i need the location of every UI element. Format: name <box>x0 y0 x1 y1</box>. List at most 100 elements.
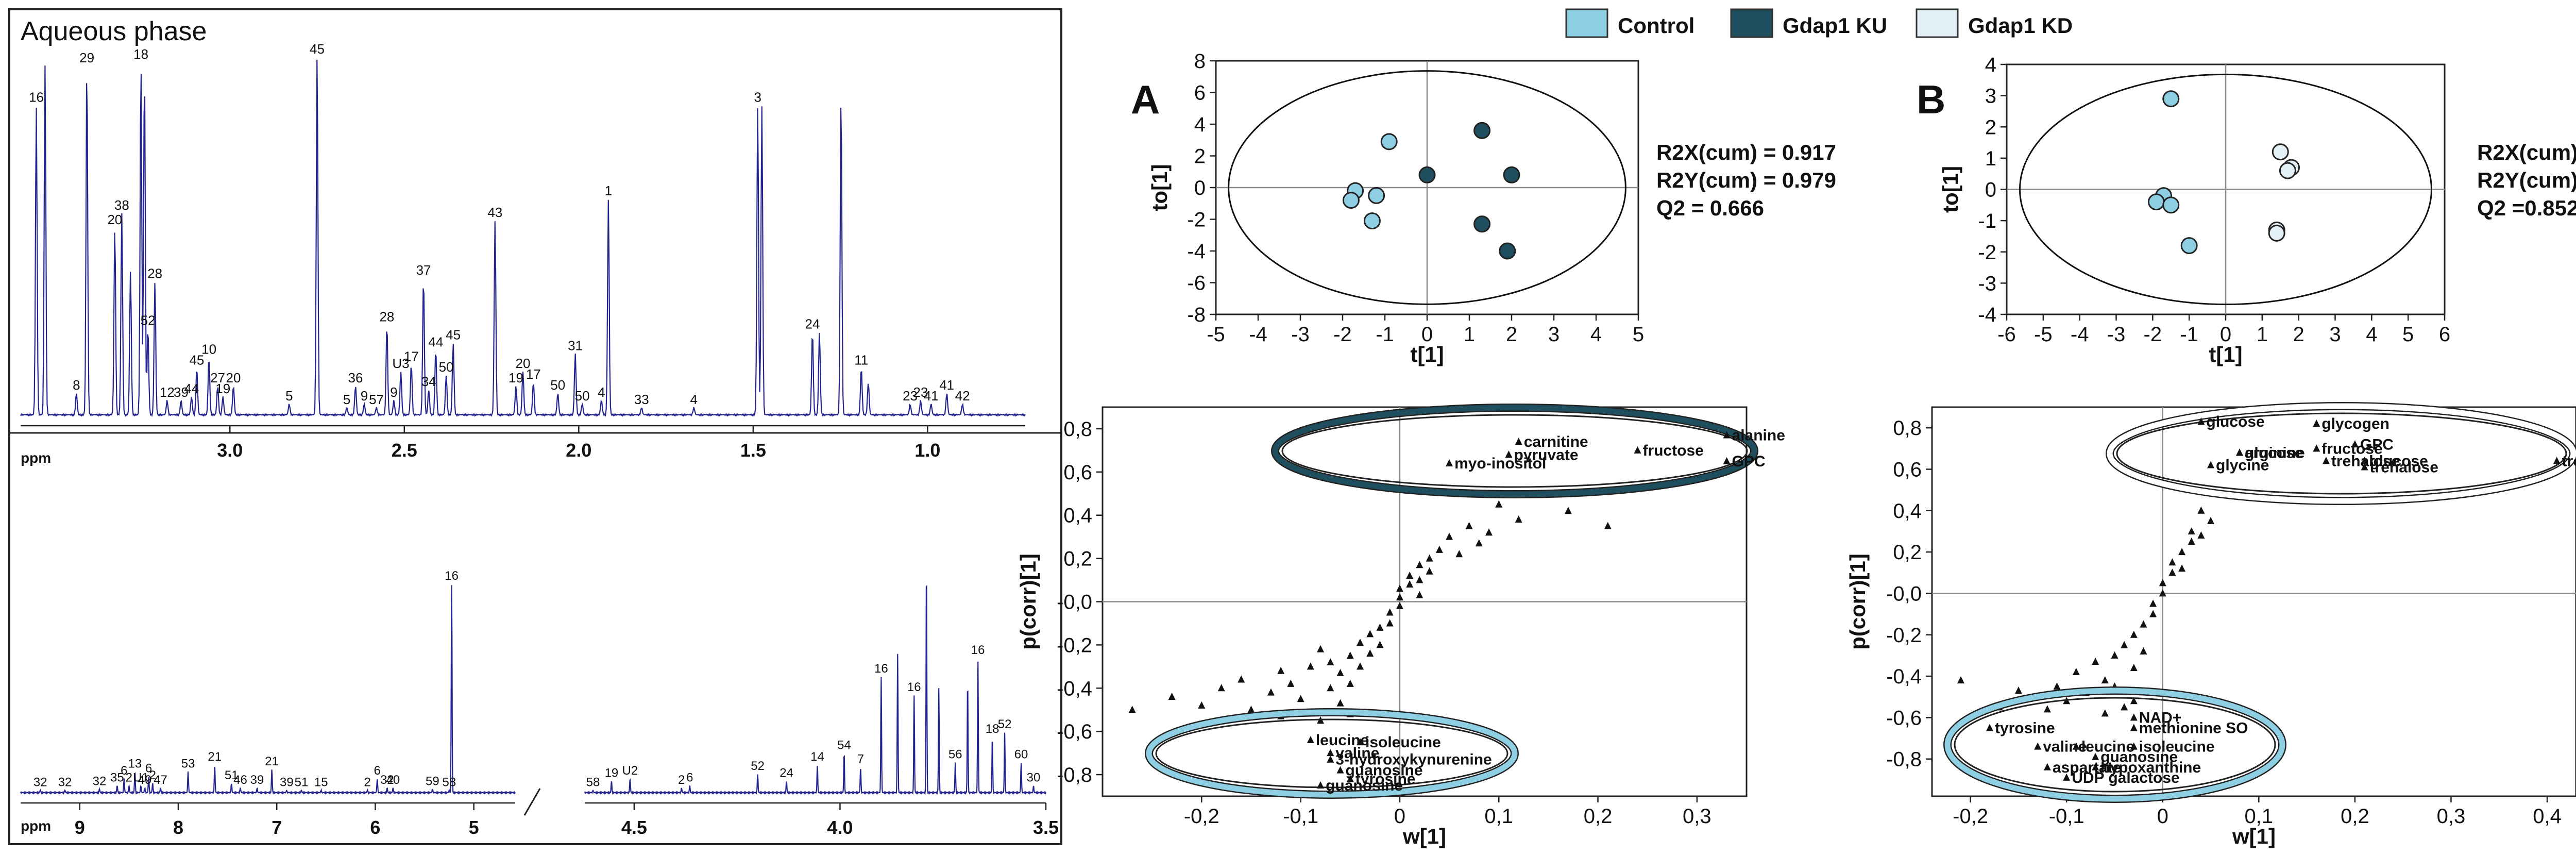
nmr-peak-label: 52 <box>141 312 156 328</box>
nmr-tick-label: 6 <box>370 817 380 838</box>
loading-point <box>1386 619 1394 627</box>
nmr-peak-label: 29 <box>79 50 94 65</box>
nmr-peak-label: 23 <box>913 384 928 400</box>
nmr-ppm-label: ppm <box>21 818 51 834</box>
nmr-peak-label: 27 <box>210 370 225 385</box>
nmr-peak-label: 32 <box>93 774 107 788</box>
y-tick-label: -0,4 <box>1057 677 1092 700</box>
nmr-peak-label: 28 <box>379 309 394 325</box>
nmr-peak-label: U3 <box>392 356 409 371</box>
nmr-peak-label: 19 <box>215 381 230 396</box>
loading-point <box>2130 630 2138 638</box>
y-tick-label: -3 <box>1978 272 1996 295</box>
metabolite-label: methionine SO <box>2139 719 2248 736</box>
metabolite-label: myo-inositol <box>1454 455 1546 472</box>
loading-point <box>1287 679 1295 687</box>
y-tick-label: 0,2 <box>1893 541 1922 564</box>
metabolite-label: GPC <box>2360 436 2394 453</box>
nmr-peak-label: 10 <box>201 341 216 357</box>
y-tick-label: -4 <box>1187 240 1206 263</box>
x-tick-label: -4 <box>2071 323 2089 346</box>
nmr-peak-label: 23 <box>903 388 918 404</box>
score-point <box>1380 133 1398 150</box>
loading-point <box>1376 641 1384 648</box>
metabolite-label: carnitine <box>1524 433 1588 450</box>
nmr-tick-label: 1.5 <box>740 440 766 461</box>
nmr-tick-label: 9 <box>75 817 85 838</box>
y-tick-label: -4 <box>1978 304 1996 326</box>
metabolite-label: glucose <box>2245 444 2303 461</box>
y-tick-label: 0,2 <box>1063 548 1092 571</box>
highlighted-point <box>2130 742 2138 750</box>
loading-point <box>1446 532 1453 540</box>
y-axis-label: to[1] <box>1147 164 1172 211</box>
y-axis-label: to[1] <box>1938 166 1962 213</box>
highlighted-point <box>1986 724 1993 731</box>
y-tick-label: -0,6 <box>1057 720 1092 743</box>
nmr-frame <box>8 8 1062 845</box>
highlighted-point <box>2236 448 2244 456</box>
highlighted-point <box>1317 781 1325 789</box>
nmr-peak-label: 41 <box>939 377 954 393</box>
nmr-peak-label: U2 <box>622 764 638 778</box>
metabolite-label: GPC <box>1732 453 1766 470</box>
metabolite-cluster-ring <box>1944 688 2285 802</box>
nmr-peak-label: 6 <box>145 762 152 776</box>
metabolite-cluster-ring <box>1272 405 1757 497</box>
x-tick-label: -0,1 <box>2049 805 2084 828</box>
nmr-peak-label: 6 <box>686 771 693 785</box>
x-tick-label: 2 <box>1506 323 1517 346</box>
scores-plot-a: A -5 -4 -3 -2 -1 0 1 2 3 4 5 -8 -6 -4 -2 0 2 4 6 8 t[1] to[1] R… <box>1131 50 1836 366</box>
x-tick-label: -0,2 <box>1184 805 1219 828</box>
loading-point <box>1238 675 1245 683</box>
nmr-peak-label: 44 <box>428 334 443 349</box>
nmr-peak-label: 3 <box>754 90 761 105</box>
loading-point <box>1475 539 1483 547</box>
metabolite-label: isoleucine <box>2139 739 2215 756</box>
legend: Control Gdap1 KU Gdap1 KD <box>1565 8 2073 38</box>
loading-point <box>2178 564 2186 572</box>
score-point <box>1473 122 1491 139</box>
loading-point <box>1465 522 1473 529</box>
x-tick-label: -0,1 <box>1283 805 1318 828</box>
nmr-peak-label: 38 <box>114 197 129 213</box>
loading-point <box>1495 500 1503 508</box>
metabolite-label: tyrosine <box>1355 770 1416 787</box>
hotelling-ellipse <box>1228 70 1626 305</box>
loading-point <box>1396 593 1403 601</box>
legend-label: Gdap1 KU <box>1783 13 1887 38</box>
nmr-peak-label: 34 <box>421 374 436 389</box>
nmr-peak-label: 19 <box>509 370 523 385</box>
nmr-peak-label: 18 <box>133 46 148 62</box>
y-axis-label: p(corr)[1] <box>1016 554 1040 650</box>
metabolite-cluster-inner <box>1155 718 1509 789</box>
metabolite-label: fructose <box>2321 440 2382 457</box>
score-point <box>1368 187 1385 204</box>
legend-swatch <box>1730 8 1773 38</box>
loading-point <box>2121 703 2128 711</box>
score-point <box>2162 90 2180 108</box>
x-tick-label: -6 <box>1997 323 2016 346</box>
score-point <box>2147 193 2165 211</box>
loading-point <box>1406 572 1414 579</box>
highlighted-point <box>2092 763 2099 770</box>
nmr-peak-label: 59 <box>426 774 439 788</box>
loading-point <box>2197 531 2205 539</box>
y-tick-label: 2 <box>1194 145 1206 168</box>
x-tick-label: 0 <box>1394 805 1405 828</box>
x-axis-label: t[1] <box>1410 342 1444 366</box>
highlighted-point <box>2207 461 2215 468</box>
score-point <box>2180 237 2198 255</box>
y-tick-label: 0 <box>1194 177 1206 199</box>
nmr-peak-label: 16 <box>907 680 921 694</box>
loading-point <box>2188 527 2195 534</box>
nmr-peak-label: 24 <box>805 316 820 331</box>
y-tick-label: 0,8 <box>1893 417 1922 440</box>
highlighted-point <box>1634 446 1641 454</box>
nmr-peak-label: 46 <box>233 773 247 787</box>
loading-point <box>1416 591 1423 598</box>
metabolite-cluster-ring <box>2107 403 2576 504</box>
nmr-peak-label: 44 <box>184 381 199 396</box>
loading-point <box>2072 668 2080 676</box>
y-tick-label: 0,4 <box>1893 500 1922 523</box>
